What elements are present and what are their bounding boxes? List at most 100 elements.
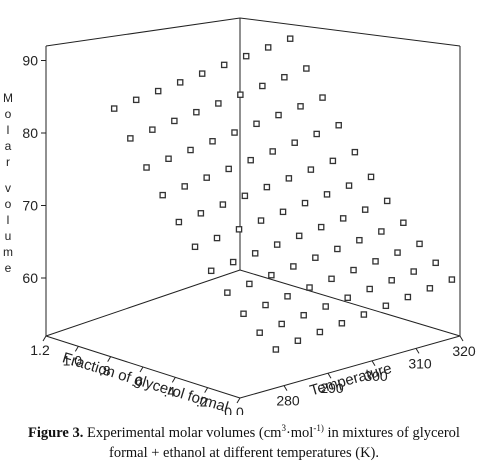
data-point <box>268 271 275 279</box>
box-top-right-edge <box>239 17 461 47</box>
data-point <box>176 79 184 86</box>
box-top-left-edge <box>45 17 241 47</box>
data-point <box>329 157 337 165</box>
data-point <box>165 155 172 162</box>
data-point <box>394 249 401 256</box>
temperature-axis-ticks: 280 290 300 310 320 <box>276 335 476 409</box>
data-point <box>198 70 206 77</box>
data-point <box>187 146 194 154</box>
data-point <box>290 263 297 270</box>
data-point <box>361 206 369 213</box>
data-point <box>301 199 309 207</box>
data-point <box>388 277 395 284</box>
data-point <box>400 219 407 226</box>
fraction-tick-mark <box>139 366 144 373</box>
caption-sup-1: 3 <box>281 423 286 434</box>
data-point <box>334 245 341 253</box>
temperature-tick-label: 300 <box>364 368 388 384</box>
data-point <box>247 156 254 164</box>
data-point <box>339 215 347 222</box>
caption-text-3: in mixtures of glycerol formal + ethanol… <box>108 425 460 461</box>
data-point <box>197 210 205 217</box>
chart-3d-scatter: 60 70 80 90 280 290 300 310 320 1.2 1.0 .8 .6 .4 .2 0… <box>3 17 476 415</box>
fraction-tick-mark <box>171 377 176 383</box>
data-point <box>286 35 294 42</box>
data-point <box>175 218 183 226</box>
data-point <box>367 173 375 181</box>
data-point <box>259 82 266 90</box>
data-point <box>317 223 325 231</box>
z-tick-label: 60 <box>22 270 38 286</box>
data-point <box>307 166 315 173</box>
data-point <box>127 135 134 142</box>
data-point <box>366 285 373 293</box>
data-point <box>378 228 385 235</box>
data-point <box>345 182 353 189</box>
data-point <box>262 301 269 309</box>
data-point <box>263 183 271 191</box>
data-point <box>132 96 140 104</box>
data-point <box>303 65 310 72</box>
data-point <box>229 258 237 266</box>
axes-box <box>45 17 461 399</box>
z-axis-ticks: 60 70 80 90 <box>22 53 46 286</box>
data-point <box>237 91 244 98</box>
data-point <box>220 61 228 69</box>
data-point <box>319 94 326 101</box>
temperature-tick-mark <box>371 360 376 367</box>
data-point <box>242 52 250 60</box>
fraction-tick-label: .2 <box>196 394 208 410</box>
data-point <box>240 310 247 318</box>
data-point <box>338 320 346 327</box>
data-point <box>291 139 298 146</box>
temperature-tick-label: 310 <box>408 355 432 371</box>
data-point <box>159 191 166 199</box>
caption-text-1: Experimental molar volumes (cm <box>83 425 282 441</box>
figure-caption: Figure 3. Experimental molar volumes (cm… <box>10 423 478 463</box>
temperature-axis-line <box>239 335 461 399</box>
data-point <box>284 293 291 300</box>
data-point <box>328 275 335 283</box>
data-point <box>207 267 215 275</box>
data-point <box>410 268 417 275</box>
data-point <box>404 293 412 301</box>
fraction-axis-ticks: 1.2 1.0 .8 .6 .4 .2 0.0 <box>30 335 244 415</box>
data-point <box>316 328 324 336</box>
data-point <box>295 232 303 240</box>
data-point <box>281 73 288 81</box>
data-point <box>322 303 329 310</box>
temperature-tick-label: 290 <box>320 380 344 396</box>
fraction-tick-mark <box>204 387 209 393</box>
fraction-tick-mark <box>42 335 47 342</box>
data-point <box>231 129 238 136</box>
fraction-tick-label: .4 <box>163 383 175 399</box>
z-label-glyph: o <box>5 107 12 121</box>
box-floor-left-edge <box>45 269 241 337</box>
z-label-glyph: a <box>5 139 12 153</box>
caption-sup-2: -1) <box>313 423 324 434</box>
z-label-glyph: M <box>3 91 13 105</box>
data-point <box>253 120 260 128</box>
data-point <box>171 117 178 125</box>
data-point <box>426 285 434 292</box>
data-point <box>350 266 357 274</box>
data-point <box>306 284 313 291</box>
z-label-glyph: v <box>5 181 11 195</box>
z-label-glyph: e <box>5 261 12 275</box>
z-label-glyph: r <box>6 155 10 169</box>
data-point <box>344 294 351 302</box>
data-point <box>246 280 253 288</box>
data-point <box>312 254 319 261</box>
data-point <box>181 183 188 190</box>
data-point <box>313 130 320 138</box>
data-points <box>110 35 456 353</box>
data-point <box>241 192 249 200</box>
data-point <box>297 103 304 110</box>
fraction-tick-mark <box>74 346 79 352</box>
data-point <box>300 311 307 319</box>
data-point <box>154 87 162 95</box>
data-point <box>264 44 272 51</box>
data-point <box>323 191 331 198</box>
data-point <box>257 217 265 224</box>
